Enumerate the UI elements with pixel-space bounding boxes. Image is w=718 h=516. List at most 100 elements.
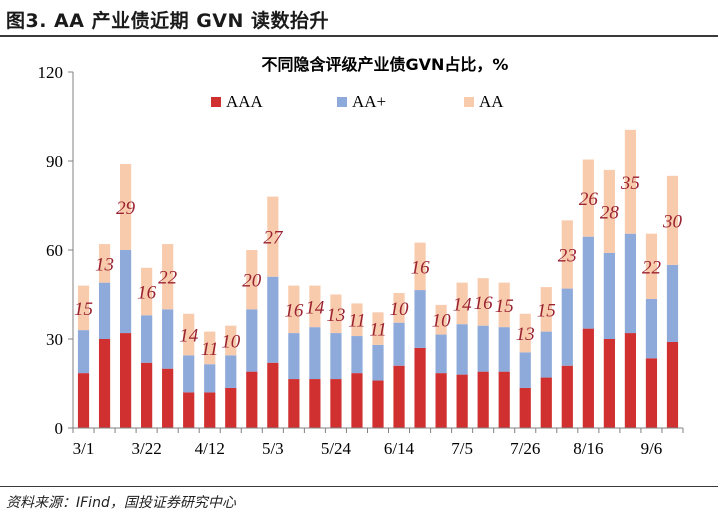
bar-aaa	[435, 373, 447, 428]
bar-aa-plus	[372, 344, 384, 381]
bar-aa-plus	[246, 309, 258, 372]
bar-aa-plus	[183, 355, 195, 393]
bar-aa	[372, 312, 384, 345]
bar-aaa	[267, 362, 279, 428]
bar-aa	[141, 267, 153, 316]
data-label: 10	[432, 311, 452, 332]
bar-aaa	[77, 373, 90, 428]
bar-aa-plus	[98, 282, 111, 339]
data-label: 20	[242, 271, 262, 292]
legend-label: AAA	[226, 92, 264, 111]
bar-aa-plus	[666, 264, 679, 342]
header-divider	[0, 35, 718, 37]
x-axis: 3/1 3/22 4/12 5/3 5/24 6/14 7/5 7/26 8/16 9/6	[72, 427, 684, 458]
bar-aa	[456, 282, 468, 325]
bar-aaa	[98, 339, 111, 428]
bar-aa-plus	[330, 333, 342, 380]
x-tick-label: 3/22	[132, 439, 162, 458]
data-label: 15	[495, 296, 514, 317]
bar-aa	[204, 331, 216, 365]
bar-aa	[309, 285, 321, 328]
data-label: 28	[600, 202, 620, 223]
bar-aa-plus	[351, 336, 363, 374]
y-tick-label: 30	[46, 330, 63, 349]
bar-aa-plus	[435, 334, 447, 374]
figure-title: 图3. AA 产业债近期 GVN 读数抬升	[6, 10, 330, 32]
legend-swatch	[211, 97, 221, 107]
bar-aa-plus	[141, 315, 153, 363]
bar-aaa	[603, 339, 615, 428]
x-tick-label: 3/1	[73, 439, 95, 458]
bar-aa-plus	[204, 364, 216, 393]
bar-aa	[666, 175, 679, 265]
figure-header: 图3. AA 产业债近期 GVN 读数抬升	[0, 0, 718, 35]
bar-aa	[246, 250, 258, 310]
bar-aa	[561, 220, 573, 289]
footer-divider	[0, 486, 718, 487]
legend-swatch	[464, 97, 474, 107]
bar-aaa	[666, 341, 679, 428]
bar-aaa	[351, 373, 363, 428]
bar-aaa	[477, 371, 489, 428]
data-label: 14	[453, 294, 473, 315]
data-label: 13	[95, 254, 114, 275]
bar-aa-plus	[267, 276, 279, 363]
data-label: 16	[474, 293, 494, 314]
bar-aaa	[624, 333, 637, 428]
legend: AAA AA+ AA	[211, 92, 504, 111]
x-tick-label: 7/5	[451, 439, 473, 458]
bar-aaa	[414, 347, 426, 428]
bar-aa	[351, 303, 363, 337]
x-tick-label: 9/6	[641, 439, 663, 458]
bar-aa-plus	[288, 333, 300, 380]
bar-aaa	[288, 379, 300, 428]
data-label: 23	[558, 245, 577, 266]
bar-aaa	[246, 371, 258, 428]
bar-aaa	[183, 392, 195, 428]
data-label: 30	[662, 211, 683, 232]
data-label: 14	[305, 297, 325, 318]
bar-aa-plus	[624, 233, 637, 334]
bar-aa-plus	[119, 250, 132, 334]
bar-aaa	[393, 365, 405, 428]
bar-aa-plus	[498, 327, 510, 372]
data-label: 10	[221, 331, 241, 352]
data-label: 35	[620, 173, 640, 194]
bar-aa	[540, 287, 552, 332]
bar-aaa	[225, 387, 237, 428]
bar-aaa	[141, 362, 153, 428]
bar-aa	[393, 293, 405, 323]
bar-aaa	[582, 328, 594, 428]
bar-aaa	[498, 371, 510, 428]
bar-aa	[603, 169, 615, 253]
data-label: 13	[326, 305, 345, 326]
bar-aa	[288, 285, 300, 334]
bar-aa-plus	[603, 252, 615, 339]
bar-aaa	[561, 365, 573, 428]
bar-aa-plus	[477, 325, 489, 372]
bar-aa-plus	[456, 324, 468, 375]
bar-aa	[498, 282, 510, 328]
bar-aaa	[162, 368, 174, 428]
x-tick-label: 6/14	[384, 439, 415, 458]
data-label: 15	[537, 300, 556, 321]
bar-aa-plus	[309, 327, 321, 380]
bar-aa	[98, 244, 111, 283]
data-label: 16	[411, 257, 431, 278]
x-tick-label: 7/26	[510, 439, 540, 458]
bar-aaa	[372, 380, 384, 428]
legend-label: AA+	[352, 92, 386, 111]
y-tick-label: 0	[55, 419, 64, 438]
source-note: 资料来源：IFind，国投证券研究中心	[6, 495, 236, 511]
data-label: 11	[369, 320, 387, 341]
bar-aa-plus	[582, 236, 594, 329]
bar-aaa	[456, 374, 468, 428]
bar-aa	[414, 242, 426, 291]
bar-aa-plus	[414, 290, 426, 348]
data-label: 27	[263, 228, 284, 249]
bar-aa-plus	[540, 331, 552, 378]
bar-aa	[267, 196, 279, 277]
data-label: 11	[348, 311, 366, 332]
